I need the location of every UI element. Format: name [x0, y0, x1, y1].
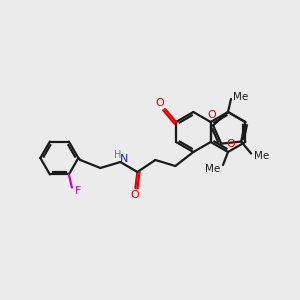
- Text: H: H: [114, 150, 121, 160]
- Text: N: N: [120, 154, 128, 164]
- Text: Me: Me: [254, 151, 269, 160]
- Text: O: O: [207, 110, 216, 120]
- Text: F: F: [75, 187, 81, 196]
- Text: O: O: [156, 98, 164, 108]
- Text: Me: Me: [233, 92, 249, 102]
- Text: O: O: [226, 139, 235, 149]
- Text: O: O: [130, 190, 139, 200]
- Text: Me: Me: [206, 164, 220, 174]
